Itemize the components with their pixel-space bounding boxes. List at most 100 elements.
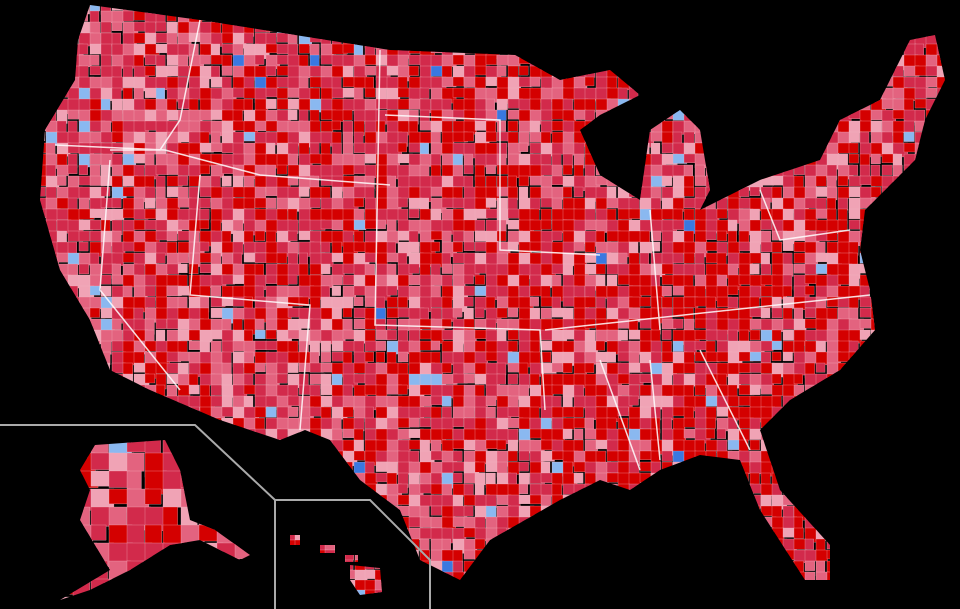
county [353, 450, 365, 461]
county [573, 186, 584, 198]
county [496, 307, 508, 319]
county [342, 351, 353, 365]
county [298, 54, 309, 67]
county [419, 329, 432, 340]
county [265, 186, 278, 197]
county [837, 120, 850, 134]
county [166, 263, 180, 275]
county [276, 32, 289, 43]
county [474, 109, 488, 123]
county [430, 98, 444, 111]
county [243, 373, 254, 387]
county [232, 373, 246, 387]
county [144, 32, 156, 45]
county [606, 351, 617, 363]
county [276, 76, 289, 88]
county [419, 120, 432, 131]
county [419, 538, 430, 552]
county [144, 120, 158, 131]
county [375, 120, 386, 133]
county [287, 351, 301, 364]
county [232, 65, 246, 78]
county [749, 461, 762, 475]
county [331, 274, 343, 286]
county [804, 373, 817, 387]
county [705, 230, 717, 241]
county [441, 230, 452, 242]
county [837, 197, 848, 211]
county [254, 230, 266, 242]
county [364, 296, 376, 307]
county [133, 219, 145, 230]
county [342, 164, 355, 175]
county [562, 428, 573, 440]
county [155, 274, 169, 287]
county [584, 219, 598, 231]
county [452, 417, 464, 428]
county [628, 296, 641, 308]
county [793, 208, 806, 221]
county [650, 428, 661, 441]
state-border [599, 359, 641, 471]
county [672, 241, 686, 255]
county [914, 65, 927, 76]
county [430, 208, 442, 221]
county [496, 329, 507, 343]
county [617, 362, 630, 376]
county [386, 461, 398, 475]
county [364, 461, 375, 475]
county [496, 373, 506, 385]
county [199, 274, 213, 288]
county [100, 43, 112, 57]
county [617, 197, 631, 210]
county [529, 76, 541, 87]
county [111, 197, 122, 209]
county [485, 494, 497, 508]
county [243, 362, 256, 374]
county [848, 175, 862, 187]
county [276, 384, 289, 398]
county [529, 197, 541, 210]
county [78, 43, 89, 55]
county [122, 208, 136, 219]
county [551, 164, 563, 178]
county [166, 54, 179, 66]
county [870, 175, 884, 187]
county [111, 109, 123, 122]
county [441, 560, 453, 574]
county [309, 417, 322, 430]
county [441, 538, 451, 552]
county [584, 296, 596, 308]
county [771, 274, 785, 287]
county [122, 10, 134, 22]
county [56, 197, 69, 209]
county [463, 373, 475, 384]
county [562, 384, 576, 398]
county [364, 65, 376, 76]
county [584, 241, 596, 253]
county [661, 417, 672, 430]
county [672, 362, 685, 374]
county [100, 285, 112, 297]
county [276, 54, 289, 65]
county [166, 241, 177, 255]
state-border [649, 359, 661, 461]
county [298, 263, 309, 277]
county [353, 186, 366, 198]
county [397, 351, 409, 363]
county [320, 285, 331, 298]
county [320, 263, 331, 275]
county [463, 549, 476, 560]
county [166, 65, 179, 77]
county [221, 142, 234, 153]
county [199, 76, 210, 89]
county [276, 131, 290, 144]
county [89, 65, 101, 76]
county [375, 417, 389, 430]
county [276, 87, 288, 99]
county [397, 417, 410, 428]
county [518, 450, 530, 461]
county [188, 373, 199, 386]
county [881, 98, 894, 109]
